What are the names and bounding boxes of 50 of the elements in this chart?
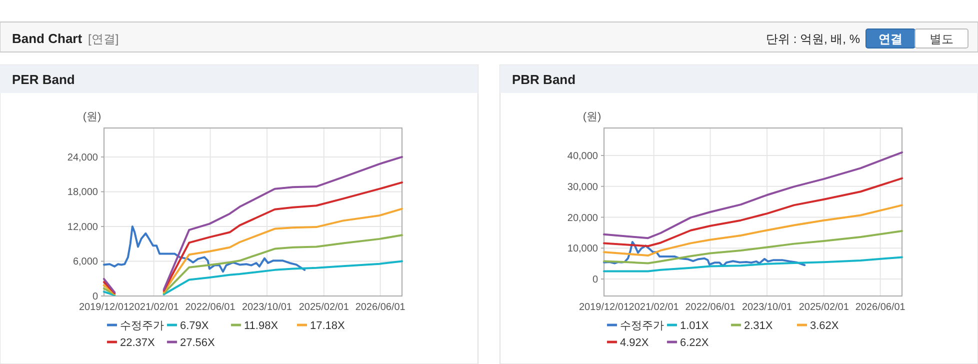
text: 별도 xyxy=(930,32,954,46)
y-tick-label: 24,000 xyxy=(67,152,98,164)
line-series xyxy=(603,230,903,264)
x-tick-label: 2026/06/01 xyxy=(855,302,906,313)
y-tick-label: 12,000 xyxy=(67,222,98,233)
line-series xyxy=(603,240,806,268)
y-axis-title: (원) xyxy=(82,111,102,123)
y-tick-label: 40,000 xyxy=(567,150,598,162)
x-tick-label: 2022/06/01 xyxy=(685,302,736,313)
y-axis-title: (원) xyxy=(582,111,602,123)
text: 연결 xyxy=(878,32,902,46)
legend-label: 27.56X xyxy=(180,337,216,349)
line-series xyxy=(603,204,903,257)
legend-label: 1.01X xyxy=(680,320,710,332)
x-tick-label: 2025/02/01 xyxy=(798,302,850,313)
legend-label: 22.37X xyxy=(120,337,156,349)
line-series xyxy=(603,177,903,248)
legend-label: 11.98X xyxy=(244,320,279,332)
x-tick-label: 2022/06/01 xyxy=(185,302,236,313)
y-tick-label: 20,000 xyxy=(567,212,598,224)
text: [연결] xyxy=(88,32,119,46)
y-tick-label: 0 xyxy=(92,292,98,302)
x-tick-label: 2021/02/01 xyxy=(128,302,180,313)
line-series xyxy=(603,256,903,272)
legend-label: 6.22X xyxy=(680,337,710,349)
line-series xyxy=(603,151,903,240)
x-tick-label: 2023/10/01 xyxy=(242,302,292,313)
x-tick-label: 2025/02/01 xyxy=(298,302,350,313)
text: Band Chart xyxy=(12,31,83,46)
x-tick-label: 2019/12/01 xyxy=(578,302,630,313)
x-tick-label: 2023/10/01 xyxy=(742,302,792,313)
x-tick-label: 2026/06/01 xyxy=(355,302,406,313)
y-tick-label: 18,000 xyxy=(67,187,98,198)
legend-label: 4.92X xyxy=(620,337,650,349)
chart-title: PER Band xyxy=(12,72,75,87)
legend-label: 수정주가 xyxy=(620,320,664,332)
line-series xyxy=(103,225,306,273)
legend-label: 2.31X xyxy=(744,320,774,332)
text: 단위 : 억원, 배, % xyxy=(766,32,860,46)
legend-label: 3.62X xyxy=(810,320,840,332)
x-tick-label: 2021/02/01 xyxy=(628,302,680,313)
y-tick-label: 10,000 xyxy=(567,244,598,255)
y-tick-label: 0 xyxy=(592,274,598,286)
legend-label: 17.18X xyxy=(310,320,346,332)
legend-label: 수정주가 xyxy=(120,320,164,332)
legend-label: 6.79X xyxy=(180,320,210,332)
y-tick-label: 6,000 xyxy=(72,256,98,268)
chart-title: PBR Band xyxy=(512,72,576,87)
y-tick-label: 30,000 xyxy=(567,182,598,193)
x-tick-label: 2019/12/01 xyxy=(78,302,130,313)
